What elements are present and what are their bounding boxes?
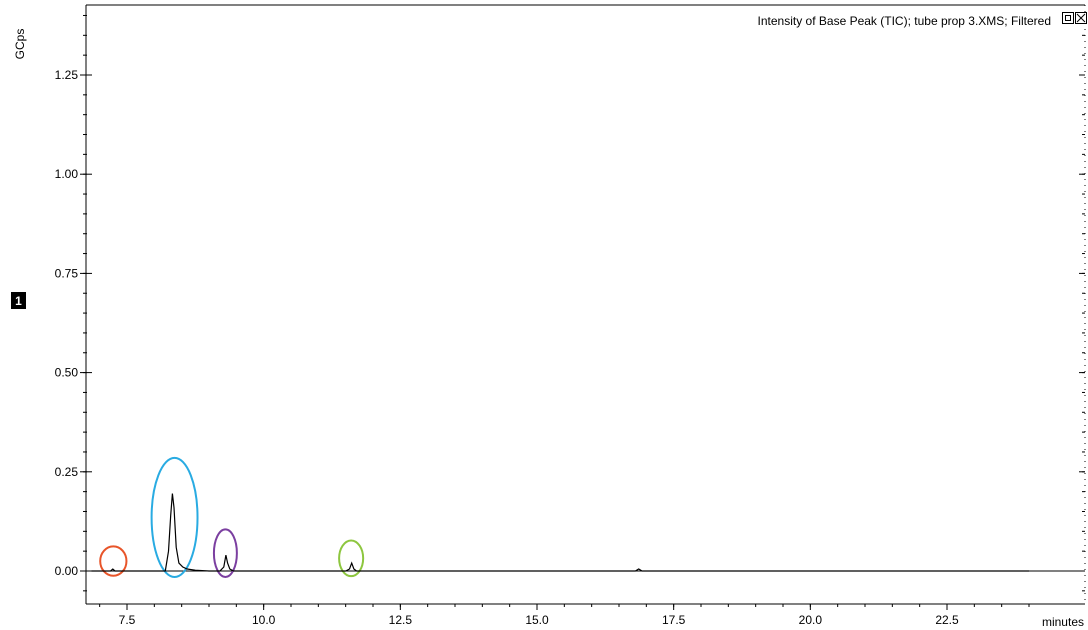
peak-highlight-ellipse [99, 545, 128, 577]
x-tick-label: 10.0 [252, 613, 276, 627]
chart-title: Intensity of Base Peak (TIC); tube prop … [758, 14, 1051, 28]
x-tick-label: 20.0 [799, 613, 823, 627]
x-tick-label: 12.5 [389, 613, 413, 627]
y-tick-label: 0.25 [55, 465, 79, 479]
window-controls [1062, 12, 1087, 24]
series-line [91, 493, 1029, 572]
y-axis-title: GCps [13, 29, 27, 60]
peak-annotations [99, 456, 365, 578]
x-tick-label: 17.5 [662, 613, 686, 627]
x-tick-label: 15.0 [525, 613, 549, 627]
x-axis-ticks: 7.5 10.0 12.5 15.0 17.5 20.0 22.5 [99, 604, 1030, 627]
x-tick-label: 22.5 [935, 613, 959, 627]
y-tick-label: 0.75 [55, 266, 79, 280]
peak-highlight-ellipse [338, 539, 365, 578]
trace-number-badge[interactable]: 1 [11, 292, 26, 309]
x-tick-label: 7.5 [119, 613, 136, 627]
peak-highlight-ellipse [150, 456, 199, 578]
y-tick-label: 0.00 [55, 564, 79, 578]
series-group [91, 493, 1029, 572]
x-axis-title: minutes [1042, 615, 1084, 629]
close-icon[interactable] [1075, 12, 1087, 24]
restore-icon[interactable] [1062, 12, 1074, 24]
y-tick-label: 1.00 [55, 167, 79, 181]
y-axis-ticks: 0.00 0.25 0.50 0.75 1.00 1.25 [55, 14, 1085, 592]
y-tick-label: 0.50 [55, 366, 79, 380]
peak-highlight-ellipse [212, 528, 238, 578]
y-tick-label: 1.25 [55, 68, 79, 82]
